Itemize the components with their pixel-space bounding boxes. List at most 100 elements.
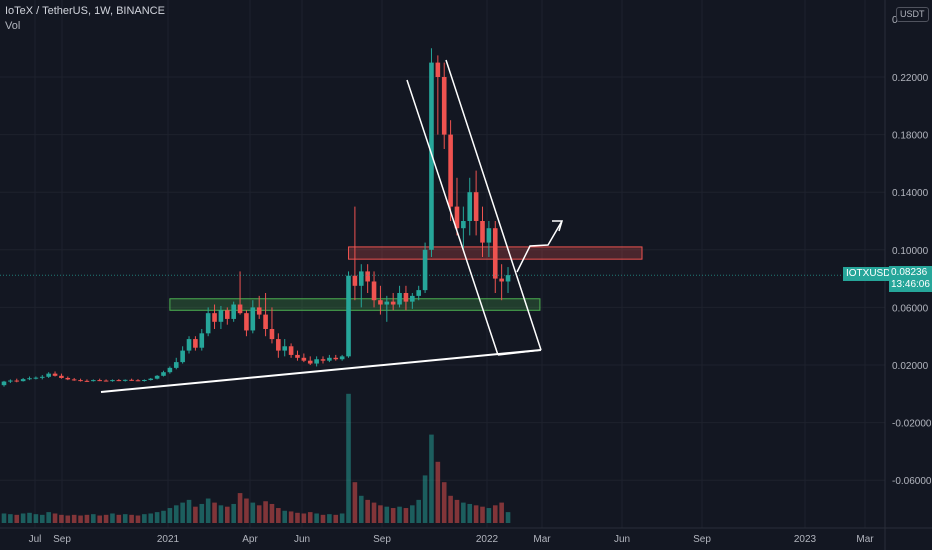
currency-button[interactable]: USDT	[896, 7, 929, 22]
price-tick-label: 0	[892, 15, 898, 26]
volume-bar	[327, 514, 332, 523]
time-tick-label: Jul	[29, 534, 42, 545]
volume-bar	[142, 514, 147, 523]
volume-bar	[33, 514, 39, 523]
volume-bar	[231, 503, 236, 523]
price-tick-label: -0.02000	[892, 419, 932, 430]
candle-body	[39, 376, 45, 378]
channel-line-bottom	[497, 349, 542, 356]
candle-body	[314, 359, 319, 364]
volume-bar	[429, 434, 434, 523]
volume-bar	[378, 505, 383, 523]
volume-bar	[180, 502, 185, 523]
volume-bar	[397, 506, 402, 523]
candle-body	[27, 378, 32, 380]
volume-bar	[486, 508, 492, 523]
volume-bar	[110, 513, 115, 523]
time-tick-label: Sep	[693, 534, 711, 545]
candle-body	[390, 301, 396, 305]
volume-bar	[384, 506, 390, 523]
candle-body	[403, 293, 409, 302]
legend-volume: Vol	[5, 20, 21, 32]
candle-body	[142, 379, 147, 381]
candle-body	[212, 313, 217, 322]
time-tick-label: Sep	[53, 534, 71, 545]
price-tick-label: 0.14000	[892, 188, 929, 199]
candle-body	[467, 192, 473, 221]
last-price-badge: 0.08236 13:46:06	[889, 266, 932, 292]
volume-bar	[161, 510, 166, 523]
candle-body	[180, 350, 185, 363]
volume-bar	[193, 506, 198, 523]
volume-bar	[422, 475, 428, 523]
volume-bar	[333, 514, 339, 523]
volume-bar	[269, 503, 275, 523]
volume-bar	[46, 512, 51, 523]
volume-bar	[205, 498, 211, 523]
volume-bar	[454, 499, 460, 523]
candle-body	[320, 359, 326, 361]
time-tick-label: 2022	[476, 534, 499, 545]
candle-body	[186, 339, 192, 351]
candle-body	[307, 360, 313, 364]
volume-bar	[129, 514, 134, 523]
green-zone	[169, 298, 541, 311]
volume-bar	[39, 514, 45, 523]
volume-bar	[65, 515, 71, 523]
volume-bar	[307, 512, 313, 523]
volume-bar	[441, 482, 447, 523]
candle-body	[499, 278, 504, 282]
volume-bar	[154, 512, 160, 523]
volume-bar	[199, 503, 205, 523]
volume-bar	[116, 514, 122, 523]
volume-bar	[480, 506, 485, 523]
volume-bar	[358, 495, 364, 523]
candle-body	[435, 62, 441, 77]
volume-bar	[276, 508, 281, 523]
volume-bar	[225, 506, 230, 523]
volume-bar	[461, 502, 466, 523]
candle-body	[480, 221, 485, 243]
volume-bar	[301, 513, 307, 523]
volume-bar	[473, 505, 479, 523]
time-tick-label: Mar	[533, 534, 551, 545]
volume-bar	[295, 512, 300, 523]
volume-bar	[352, 482, 358, 523]
candle-body	[384, 301, 390, 305]
bar-countdown: 13:46:06	[891, 279, 930, 290]
candle-body	[410, 295, 415, 302]
volume-bar	[135, 515, 141, 523]
volume-bar	[371, 502, 377, 523]
volume-bar	[403, 508, 409, 523]
candle-body	[46, 373, 51, 377]
candle-body	[371, 281, 377, 301]
price-tick-label: 0.06000	[892, 303, 929, 314]
candle-body	[378, 300, 383, 305]
symbol-badge: IOTXUSDT	[843, 267, 900, 281]
candle-body	[365, 271, 370, 282]
candle-body	[33, 377, 39, 379]
candle-body	[461, 221, 466, 229]
candle-body	[97, 380, 102, 382]
candle-body	[91, 380, 96, 382]
volume-bar	[499, 502, 504, 523]
candle-body	[103, 380, 109, 382]
volume-bar	[186, 499, 192, 523]
candle-body	[14, 380, 20, 382]
candle-body	[301, 357, 307, 361]
candle-body	[397, 293, 402, 305]
candle-body	[122, 379, 128, 381]
volume-bar	[505, 512, 511, 523]
candle-body	[167, 367, 173, 373]
candle-body	[237, 304, 243, 314]
volume-bar	[339, 513, 345, 523]
candle-body	[441, 77, 447, 135]
volume-bar	[263, 501, 268, 523]
volume-bar	[78, 515, 83, 523]
volume-bar	[8, 514, 13, 523]
candle-body	[173, 362, 179, 368]
volume-bar	[167, 508, 173, 523]
price-tick-label: 0.10000	[892, 246, 929, 257]
candle-body	[473, 192, 479, 221]
